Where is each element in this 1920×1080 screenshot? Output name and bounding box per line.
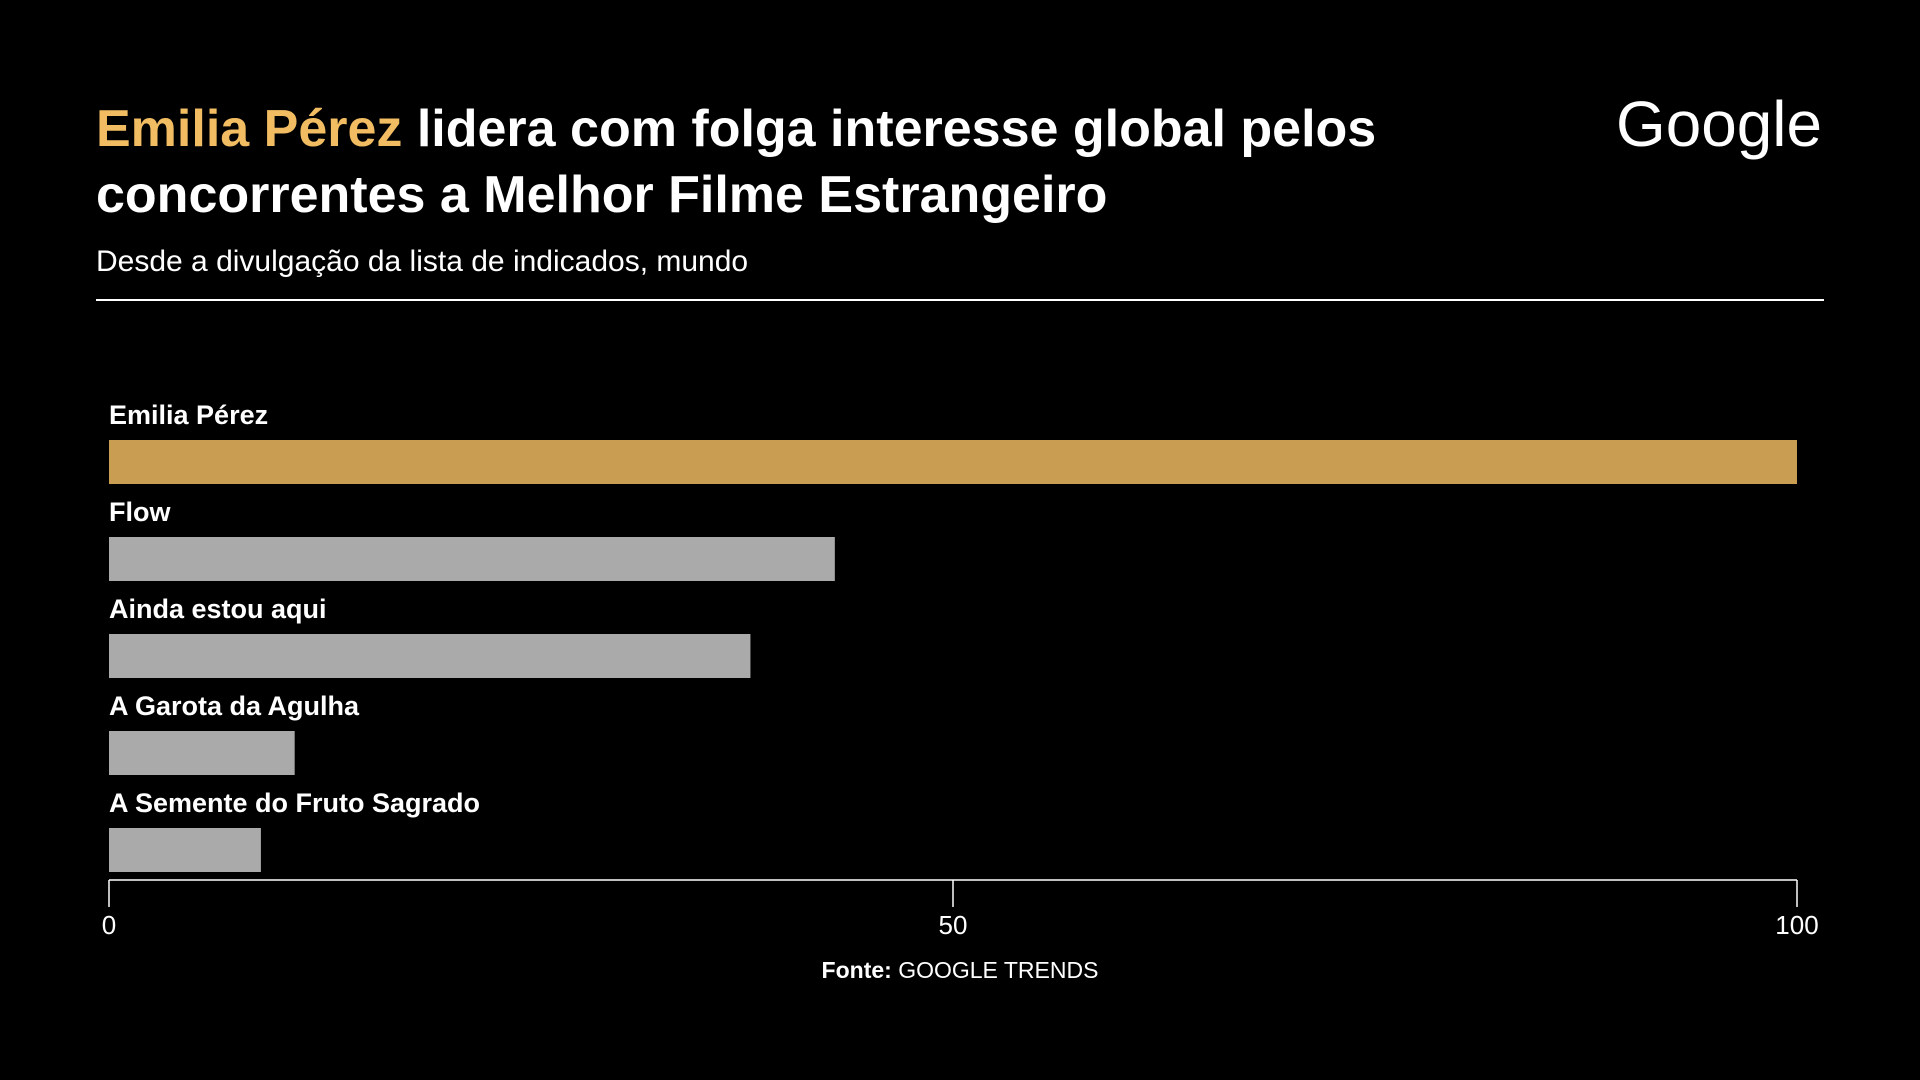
chart-title: Emilia Pérez lidera com folga interesse … [96,96,1426,228]
x-tick-label: 0 [102,910,116,940]
google-logo: Google [1616,88,1826,175]
bar [109,828,261,872]
bar [109,537,835,581]
bar [109,731,295,775]
header-divider [96,299,1824,301]
google-logo-text: Google [1616,90,1822,160]
title-rest: lidera com folga interesse global pelos … [96,100,1377,224]
google-logo-wordmark: Google [1616,88,1822,160]
title-highlight: Emilia Pérez [96,100,403,158]
bar-label: Flow [109,497,171,527]
x-tick-label: 100 [1775,910,1818,940]
bar-label: Emilia Pérez [109,400,268,430]
source-note: Fonte: GOOGLE TRENDS [0,956,1920,984]
bar-label: A Semente do Fruto Sagrado [109,788,480,818]
x-tick-label: 50 [939,910,968,940]
bar-label: Ainda estou aqui [109,594,327,624]
chart-subtitle: Desde a divulgação da lista de indicados… [96,245,749,278]
bar [109,634,751,678]
source-label: Fonte: [821,957,892,983]
source-value: GOOGLE TRENDS [891,957,1099,983]
bar-label: A Garota da Agulha [109,691,360,721]
bar [109,440,1797,484]
